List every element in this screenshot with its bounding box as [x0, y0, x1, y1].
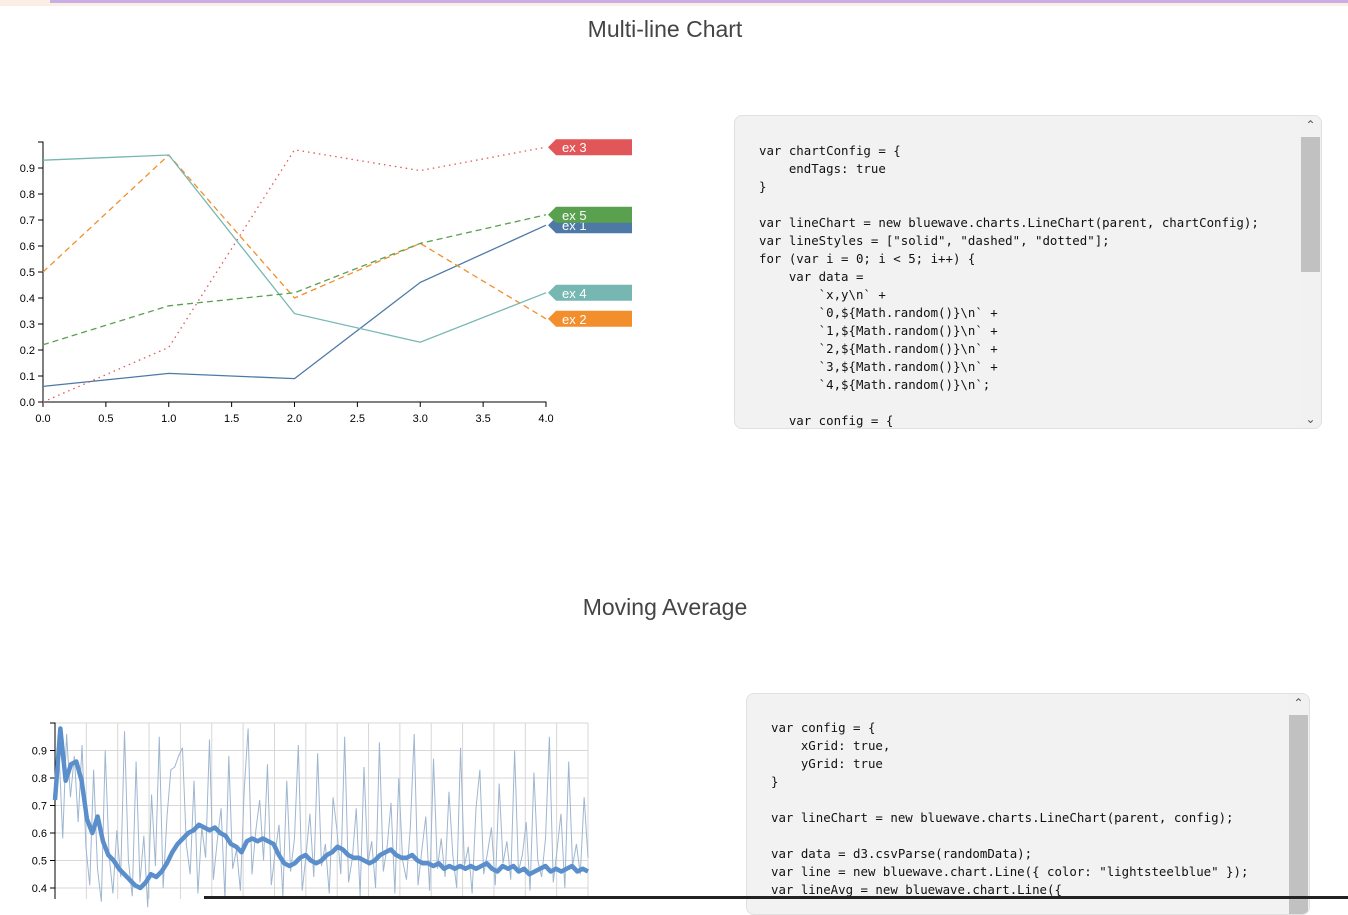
moving-average-code-text: var config = { xGrid: true, yGrid: true … — [771, 720, 1249, 897]
y-tick-label: 0.5 — [32, 856, 47, 868]
series-line — [42, 224, 547, 388]
moving-average-title: Moving Average — [582, 594, 748, 620]
x-tick-label: 0.5 — [98, 413, 113, 425]
bottom-border — [204, 896, 1348, 899]
x-tick-label: 2.0 — [287, 413, 302, 425]
end-tag-label: ex 5 — [562, 208, 587, 223]
x-tick-label: 0.0 — [35, 413, 50, 425]
series-line — [42, 154, 547, 320]
browser-top-strip — [0, 0, 1348, 6]
multi-line-code-panel[interactable]: var chartConfig = { endTags: true } var … — [734, 115, 1322, 429]
y-tick-label: 0.1 — [20, 371, 35, 383]
y-tick-label: 0.0 — [20, 397, 35, 409]
scroll-thumb[interactable] — [1289, 715, 1308, 914]
scroll-up-icon[interactable]: ⌃ — [1305, 118, 1316, 132]
y-tick-label: 0.4 — [32, 883, 47, 895]
end-tag — [548, 284, 632, 301]
y-axis-line — [50, 722, 56, 899]
y-tick-label: 0.8 — [20, 189, 35, 201]
y-tick-label: 0.6 — [32, 828, 47, 840]
y-tick-label: 0.9 — [20, 163, 35, 175]
end-tag-label: ex 4 — [562, 286, 587, 301]
browser-top-accent — [50, 0, 1348, 3]
end-tag-label: ex 2 — [562, 312, 587, 327]
raw-data-line — [54, 728, 589, 908]
y-tick-label: 0.7 — [32, 801, 47, 813]
y-tick-label: 0.6 — [20, 241, 35, 253]
x-tick-label: 4.0 — [538, 413, 553, 425]
x-tick-label: 1.0 — [161, 413, 176, 425]
multi-line-chart: 0.0 0.1 0.2 0.3 0.4 0.5 0.6 0.7 0.8 0.9 0.0 0.5 1.0 1… — [20, 139, 632, 425]
y-tick-label: 0.3 — [20, 319, 35, 331]
multi-line-chart-title: Multi-line Chart — [587, 16, 743, 42]
y-tick-label: 0.7 — [20, 215, 35, 227]
multi-line-code-text: var chartConfig = { endTags: true } var … — [759, 143, 1259, 428]
multi-line-plot-area: 0.0 0.1 0.2 0.3 0.4 0.5 0.6 0.7 0.8 0.9 0.0 0.5 1.0 1… — [20, 139, 632, 425]
x-tick-label: 1.5 — [224, 413, 239, 425]
x-tick-label: 2.5 — [350, 413, 365, 425]
code-scrollbar[interactable]: ⌃ ⌄ — [1300, 116, 1321, 428]
moving-average-plot-area: 0.4 0.5 0.6 0.7 0.8 0.9 — [32, 722, 590, 908]
x-tick-label: 3.0 — [413, 413, 428, 425]
end-tag — [548, 206, 632, 223]
moving-average-code-panel[interactable]: var config = { xGrid: true, yGrid: true … — [746, 693, 1310, 915]
series-line — [42, 214, 547, 346]
series-line — [42, 154, 547, 343]
end-tag-label: ex 3 — [562, 140, 587, 155]
y-tick-label: 0.2 — [20, 345, 35, 357]
y-tick-label: 0.9 — [32, 746, 47, 758]
end-tag — [548, 310, 632, 327]
scroll-thumb[interactable] — [1301, 137, 1320, 272]
moving-average-line — [52, 726, 590, 891]
series-line — [42, 146, 547, 403]
scroll-up-icon[interactable]: ⌃ — [1293, 696, 1304, 710]
y-tick-label: 0.4 — [20, 293, 35, 305]
end-tag — [548, 139, 632, 156]
y-tick-label: 0.8 — [32, 773, 47, 785]
y-tick-label: 0.5 — [20, 267, 35, 279]
code-scrollbar[interactable]: ⌃ — [1288, 694, 1309, 914]
x-tick-label: 3.5 — [475, 413, 490, 425]
scroll-down-icon[interactable]: ⌄ — [1305, 412, 1316, 426]
moving-average-chart: 0.4 0.5 0.6 0.7 0.8 0.9 — [32, 722, 590, 908]
